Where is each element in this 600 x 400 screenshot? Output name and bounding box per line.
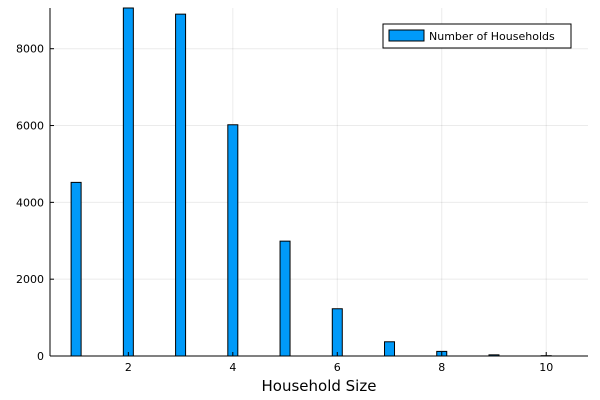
bar bbox=[331, 308, 343, 357]
x-tick-label: 10 bbox=[539, 361, 553, 374]
x-tick-label: 6 bbox=[334, 361, 341, 374]
legend: Number of Households bbox=[382, 23, 572, 49]
y-tick-label: 8000 bbox=[16, 43, 44, 56]
y-tick-label: 2000 bbox=[16, 273, 44, 286]
y-tick-label: 6000 bbox=[16, 120, 44, 133]
legend-label: Number of Households bbox=[429, 30, 555, 43]
bars bbox=[70, 7, 552, 357]
x-tick-label: 8 bbox=[438, 361, 445, 374]
bar bbox=[122, 7, 134, 357]
x-tick-label: 2 bbox=[125, 361, 132, 374]
bar bbox=[70, 181, 82, 357]
bar bbox=[279, 240, 291, 357]
x-axis-title: Household Size bbox=[262, 377, 377, 395]
y-tick-label: 0 bbox=[37, 350, 44, 363]
x-ticks: 2 4 6 8 10 bbox=[125, 352, 553, 374]
bar bbox=[227, 124, 239, 357]
legend-swatch bbox=[388, 29, 425, 42]
bar bbox=[384, 341, 396, 357]
y-ticks: 0 2000 4000 6000 8000 bbox=[16, 43, 54, 363]
axes bbox=[49, 8, 588, 357]
x-tick-label: 4 bbox=[229, 361, 236, 374]
bar bbox=[175, 13, 187, 357]
y-tick-label: 4000 bbox=[16, 196, 44, 209]
